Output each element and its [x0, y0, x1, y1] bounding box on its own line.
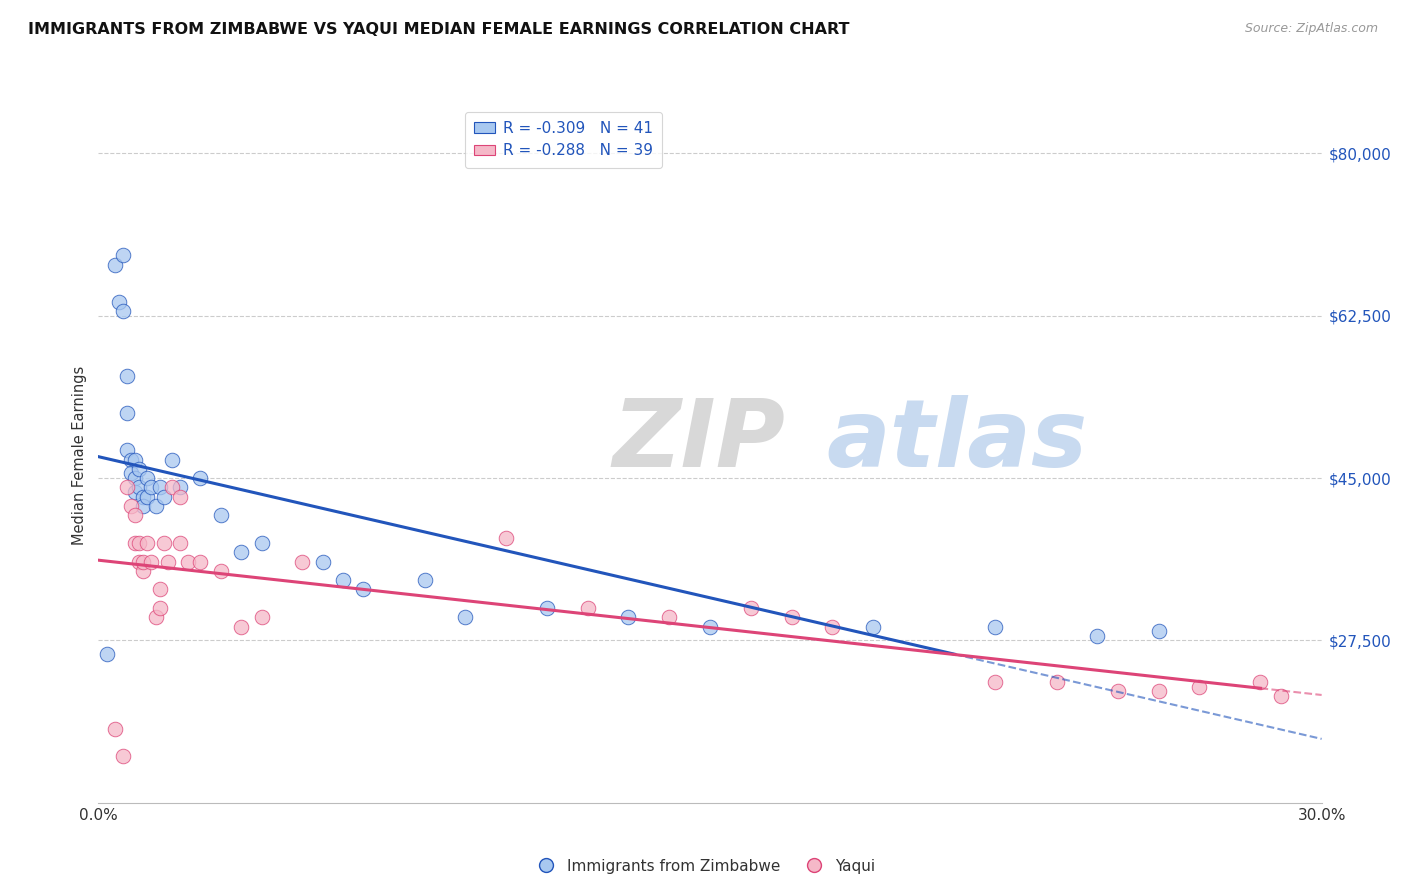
Point	[160, 452, 183, 467]
Point	[454, 610, 477, 624]
Point	[136, 536, 159, 550]
Point	[156, 555, 179, 569]
Point	[128, 462, 150, 476]
Point	[1085, 629, 1108, 643]
Point	[1270, 689, 1292, 703]
Point	[740, 601, 762, 615]
Point	[111, 248, 134, 262]
Point	[124, 485, 146, 500]
Text: Source: ZipAtlas.com: Source: ZipAtlas.com	[1244, 22, 1378, 36]
Point	[821, 619, 844, 633]
Point	[136, 471, 159, 485]
Point	[862, 619, 884, 633]
Point	[128, 480, 150, 494]
Point	[780, 610, 803, 624]
Point	[132, 490, 155, 504]
Point	[111, 749, 134, 764]
Point	[617, 610, 640, 624]
Point	[141, 480, 163, 494]
Point	[209, 508, 232, 523]
Text: ZIP: ZIP	[612, 395, 785, 487]
Point	[177, 555, 200, 569]
Point	[120, 499, 142, 513]
Point	[136, 490, 159, 504]
Point	[332, 573, 354, 587]
Point	[231, 545, 253, 559]
Point	[149, 480, 172, 494]
Point	[312, 555, 335, 569]
Point	[120, 467, 142, 481]
Point	[495, 532, 517, 546]
Point	[104, 722, 127, 736]
Point	[984, 619, 1007, 633]
Point	[1107, 684, 1129, 698]
Point	[115, 369, 138, 384]
Point	[699, 619, 721, 633]
Point	[188, 471, 212, 485]
Point	[132, 499, 155, 513]
Point	[149, 582, 172, 597]
Point	[352, 582, 374, 597]
Point	[1188, 680, 1211, 694]
Point	[1147, 624, 1170, 639]
Point	[132, 564, 155, 578]
Point	[149, 601, 172, 615]
Point	[145, 499, 167, 513]
Point	[152, 490, 174, 504]
Point	[128, 555, 150, 569]
Point	[124, 471, 146, 485]
Point	[1147, 684, 1170, 698]
Point	[111, 304, 134, 318]
Point	[231, 619, 253, 633]
Point	[169, 536, 191, 550]
Point	[120, 452, 142, 467]
Legend: Immigrants from Zimbabwe, Yaqui: Immigrants from Zimbabwe, Yaqui	[524, 853, 882, 880]
Point	[115, 443, 138, 458]
Point	[209, 564, 232, 578]
Point	[124, 536, 146, 550]
Point	[984, 675, 1007, 690]
Point	[141, 555, 163, 569]
Point	[132, 555, 155, 569]
Point	[169, 490, 191, 504]
Point	[124, 452, 146, 467]
Point	[115, 406, 138, 420]
Point	[104, 258, 127, 272]
Point	[250, 610, 273, 624]
Point	[96, 648, 118, 662]
Y-axis label: Median Female Earnings: Median Female Earnings	[72, 366, 87, 544]
Point	[160, 480, 183, 494]
Point	[145, 610, 167, 624]
Point	[108, 294, 131, 309]
Point	[128, 536, 150, 550]
Text: IMMIGRANTS FROM ZIMBABWE VS YAQUI MEDIAN FEMALE EARNINGS CORRELATION CHART: IMMIGRANTS FROM ZIMBABWE VS YAQUI MEDIAN…	[28, 22, 849, 37]
Point	[188, 555, 212, 569]
Point	[169, 480, 191, 494]
Point	[1249, 675, 1271, 690]
Point	[1045, 675, 1069, 690]
Point	[124, 508, 146, 523]
Point	[413, 573, 436, 587]
Point	[291, 555, 314, 569]
Point	[658, 610, 681, 624]
Legend: R = -0.309   N = 41, R = -0.288   N = 39: R = -0.309 N = 41, R = -0.288 N = 39	[464, 112, 662, 168]
Point	[576, 601, 599, 615]
Point	[115, 480, 138, 494]
Point	[152, 536, 174, 550]
Text: atlas: atlas	[827, 395, 1087, 487]
Point	[250, 536, 273, 550]
Point	[536, 601, 558, 615]
